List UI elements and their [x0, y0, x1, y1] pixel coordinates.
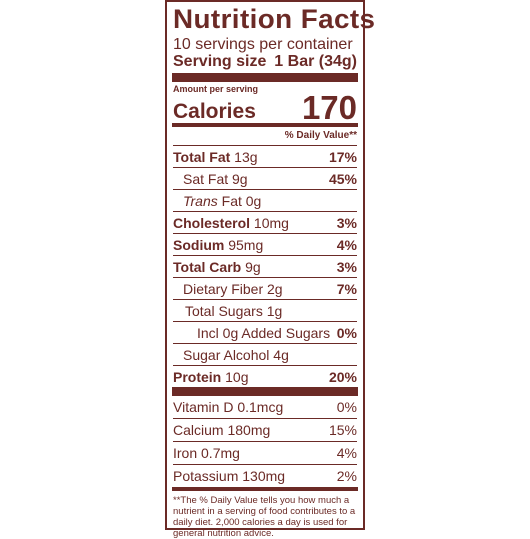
vitamin-row-potassium: Potassium 130mg 2% — [173, 464, 357, 487]
nutrient-name: Sodium — [173, 236, 225, 253]
medium-divider — [172, 123, 358, 127]
nutrient-percent: 3% — [336, 214, 357, 231]
nutrient-row-sat-fat: Sat Fat 9g 45% — [173, 167, 357, 189]
calories-label: Calories — [173, 100, 256, 123]
nutrient-percent: 4% — [336, 236, 357, 253]
nutrient-row-total-carb: Total Carb 9g 3% — [173, 255, 357, 277]
nutrient-percent: 20% — [328, 368, 357, 385]
nutrient-name: Sat Fat 9g — [183, 170, 248, 187]
calories-value: 170 — [301, 89, 357, 126]
vitamin-row-calcium: Calcium 180mg 15% — [173, 418, 357, 441]
nutrient-name: Total Sugars 1g — [185, 302, 283, 319]
nutrient-amount: 9g — [241, 258, 261, 275]
nutrient-row-sugar-alcohol: Sugar Alcohol 4g — [173, 343, 357, 365]
label-title: Nutrition Facts — [173, 4, 376, 34]
nutrient-name: Sugar Alcohol 4g — [183, 346, 289, 363]
serving-size-label: Serving size — [173, 53, 267, 70]
daily-value-header: % Daily Value** — [284, 130, 357, 141]
nutrient-name: Protein — [173, 368, 222, 385]
nutrient-amount: 10g — [221, 368, 249, 385]
nutrient-row-trans-fat: Trans Fat 0g — [173, 189, 357, 211]
nutrient-row-protein: Protein 10g 20% — [173, 365, 357, 387]
nutrient-percent: 7% — [336, 280, 357, 297]
nutrient-row-total-sugars: Total Sugars 1g — [173, 299, 357, 321]
nutrient-row-total-fat: Total Fat 13g 17% — [173, 145, 357, 167]
thick-divider — [172, 387, 358, 396]
nutrient-row-sodium: Sodium 95mg 4% — [173, 233, 357, 255]
calories-row: Calories 170 — [173, 89, 357, 126]
thick-divider — [172, 73, 358, 82]
nutrient-name: Fat 0g — [217, 192, 262, 209]
nutrient-name: Total Carb — [173, 258, 242, 275]
footnote: **The % Daily Value tells you how much a… — [173, 495, 356, 539]
vitamin-row-iron: Iron 0.7mg 4% — [173, 441, 357, 464]
nutrient-amount: 10mg — [250, 214, 289, 231]
nutrient-percent: 3% — [336, 258, 357, 275]
nutrient-row-added-sugars: Incl 0g Added Sugars 0% — [173, 321, 357, 343]
nutrient-name: Incl 0g Added Sugars — [197, 324, 331, 341]
medium-divider — [172, 487, 358, 491]
nutrient-name: Dietary Fiber 2g — [183, 280, 283, 297]
vitamin-name: Calcium 180mg — [173, 422, 271, 438]
nutrient-amount: 95mg — [224, 236, 264, 253]
serving-size-row: Serving size 1 Bar (34g) — [173, 53, 357, 73]
nutrient-row-cholesterol: Cholesterol 10mg 3% — [173, 211, 357, 233]
nutrient-percent: 17% — [328, 148, 357, 165]
vitamin-percent: 0% — [336, 399, 357, 415]
amount-per-serving: Amount per serving — [173, 84, 259, 94]
vitamin-percent: 15% — [328, 422, 357, 438]
nutrient-amount: 13g — [230, 148, 258, 165]
vitamin-percent: 2% — [336, 468, 357, 484]
serving-size-value: 1 Bar (34g) — [274, 53, 357, 70]
servings-per-container: 10 servings per container — [173, 36, 353, 53]
vitamin-percent: 4% — [336, 445, 357, 461]
vitamin-name: Iron 0.7mg — [173, 445, 240, 461]
vitamin-name: Vitamin D 0.1mcg — [173, 399, 284, 415]
vitamin-row-vitamin-d: Vitamin D 0.1mcg 0% — [173, 396, 357, 418]
nutrition-facts-label: Nutrition Facts 10 servings per containe… — [165, 0, 376, 539]
nutrient-percent: 45% — [328, 170, 357, 187]
vitamin-name: Potassium 130mg — [173, 468, 286, 484]
nutrient-row-dietary-fiber: Dietary Fiber 2g 7% — [173, 277, 357, 299]
nutrient-name-italic: Trans — [183, 192, 218, 209]
nutrient-name: Cholesterol — [173, 214, 251, 231]
nutrient-name: Total Fat — [173, 148, 231, 165]
nutrient-percent: 0% — [336, 324, 357, 341]
